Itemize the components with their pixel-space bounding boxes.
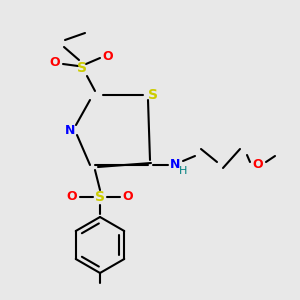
Text: N: N [65,124,75,136]
Text: O: O [253,158,263,172]
Text: S: S [148,88,158,102]
Text: H: H [179,166,187,176]
Text: O: O [67,190,77,203]
Text: O: O [123,190,133,203]
Text: N: N [170,158,180,172]
Text: S: S [77,61,87,75]
Text: O: O [50,56,60,68]
Text: S: S [95,190,105,204]
Text: O: O [103,50,113,62]
